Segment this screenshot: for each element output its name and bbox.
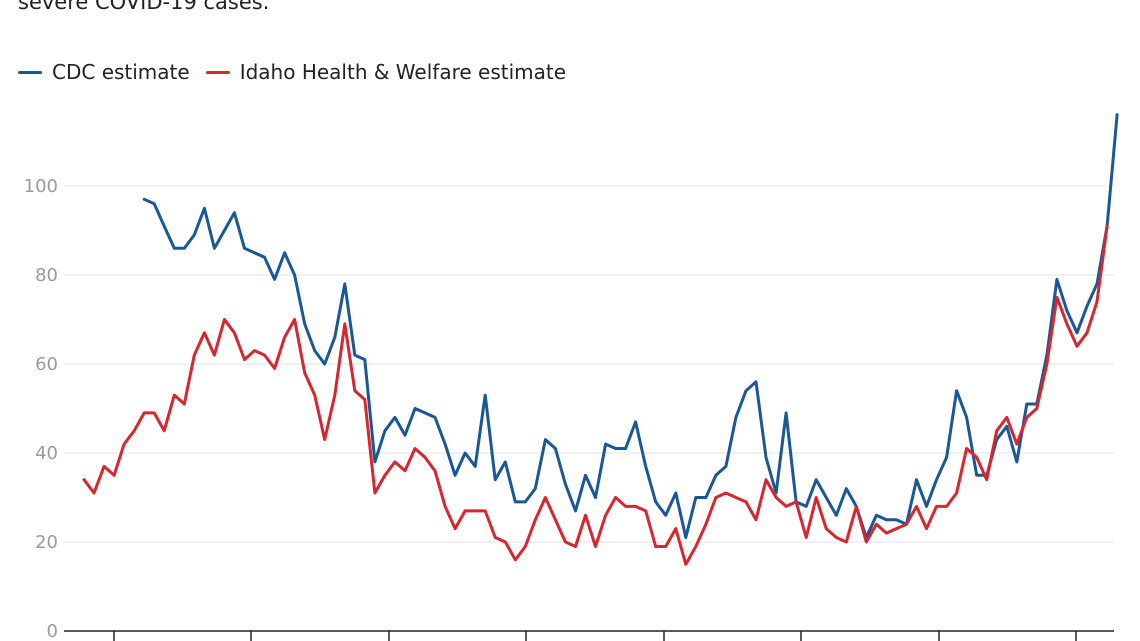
chart-legend: CDC estimate Idaho Health & Welfare esti… — [18, 60, 566, 84]
y-tick-label: 20 — [35, 532, 58, 553]
legend-swatch-idaho — [205, 70, 230, 74]
legend-item-cdc: CDC estimate — [18, 60, 190, 84]
legend-swatch-cdc — [18, 70, 42, 74]
series-line — [82, 224, 1109, 566]
y-tick-label: 100 — [24, 176, 58, 197]
legend-label-idaho: Idaho Health & Welfare estimate — [239, 60, 567, 84]
legend-item-idaho: Idaho Health & Welfare estimate — [205, 60, 567, 84]
series-line — [142, 113, 1119, 539]
legend-label-cdc: CDC estimate — [52, 60, 190, 84]
y-tick-label: 60 — [35, 354, 58, 375]
y-tick-label: 0 — [47, 621, 58, 641]
y-tick-label: 40 — [35, 443, 58, 464]
chart-subtitle: severe COVID-19 cases. — [18, 0, 270, 14]
y-tick-label: 80 — [35, 265, 58, 286]
